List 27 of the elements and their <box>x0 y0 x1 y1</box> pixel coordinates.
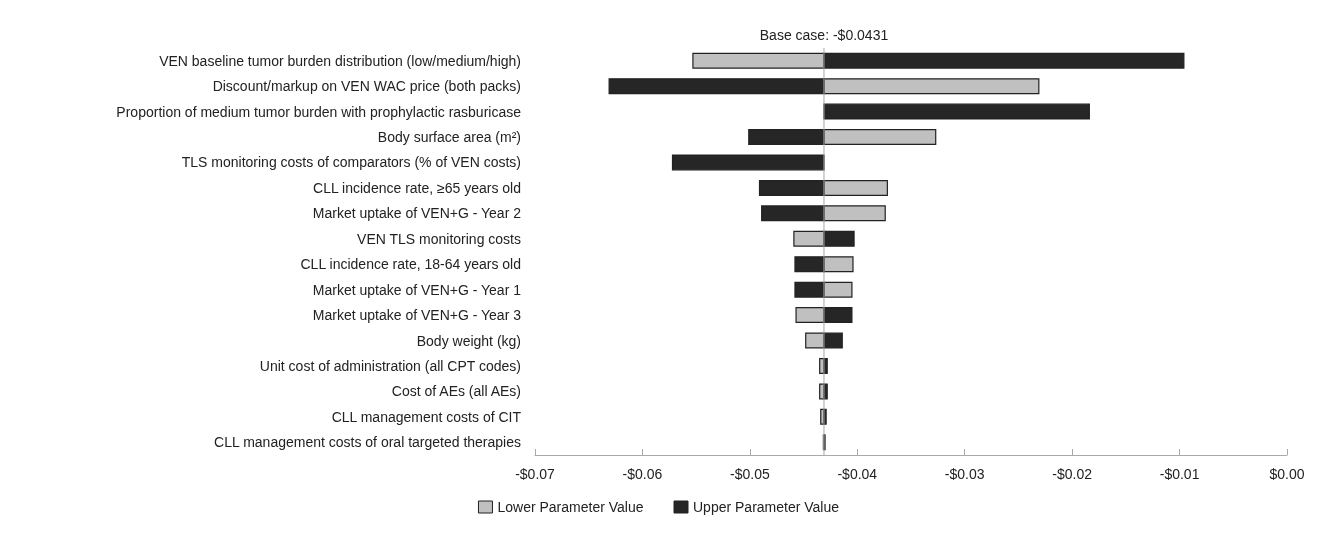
y-tick-label: VEN TLS monitoring costs <box>357 230 521 247</box>
y-tick-label: Discount/markup on VEN WAC price (both packs) <box>212 78 521 95</box>
y-tick-label: VEN baseline tumor burden distribution (low/medium/high) <box>159 52 521 69</box>
y-tick-label: Body weight (kg) <box>416 332 521 349</box>
y-tick-label: Market uptake of VEN+G - Year 1 <box>312 281 522 298</box>
y-tick-label: CLL management costs of CIT <box>331 408 522 425</box>
x-tick-label: $0.00 <box>1269 466 1305 482</box>
y-tick-label: Market uptake of VEN+G - Year 3 <box>312 307 522 324</box>
x-tick-label: -$0.02 <box>1052 466 1093 482</box>
y-tick-label: Body surface area (m²) <box>377 129 521 146</box>
x-tick-label: -$0.01 <box>1159 466 1200 482</box>
y-tick-label: TLS monitoring costs of comparators (% of VEN costs) <box>181 154 521 171</box>
y-tick-label: Proportion of medium tumor burden with prophylactic rasburicase <box>116 103 522 120</box>
x-tick-label: -$0.07 <box>515 466 556 482</box>
y-tick-label: CLL incidence rate, ≥65 years old <box>313 179 521 196</box>
y-tick-label: Cost of AEs (all AEs) <box>391 383 521 400</box>
x-tick-label: -$0.04 <box>837 466 878 482</box>
x-tick-label: -$0.05 <box>730 466 770 482</box>
y-tick-label: Unit cost of administration (all CPT codes) <box>259 357 521 374</box>
x-tick-label: -$0.06 <box>622 466 663 482</box>
y-tick-label: Market uptake of VEN+G - Year 2 <box>312 205 522 222</box>
ref-line-label: Base case: -$0.0431 <box>759 27 889 43</box>
x-tick-label: -$0.03 <box>944 466 985 482</box>
legend-label: Upper Parameter Value <box>693 499 840 515</box>
y-tick-label: CLL incidence rate, 18-64 years old <box>300 256 521 273</box>
legend-label: Lower Parameter Value <box>497 499 644 515</box>
y-tick-label: CLL management costs of oral targeted therapies <box>214 434 521 451</box>
